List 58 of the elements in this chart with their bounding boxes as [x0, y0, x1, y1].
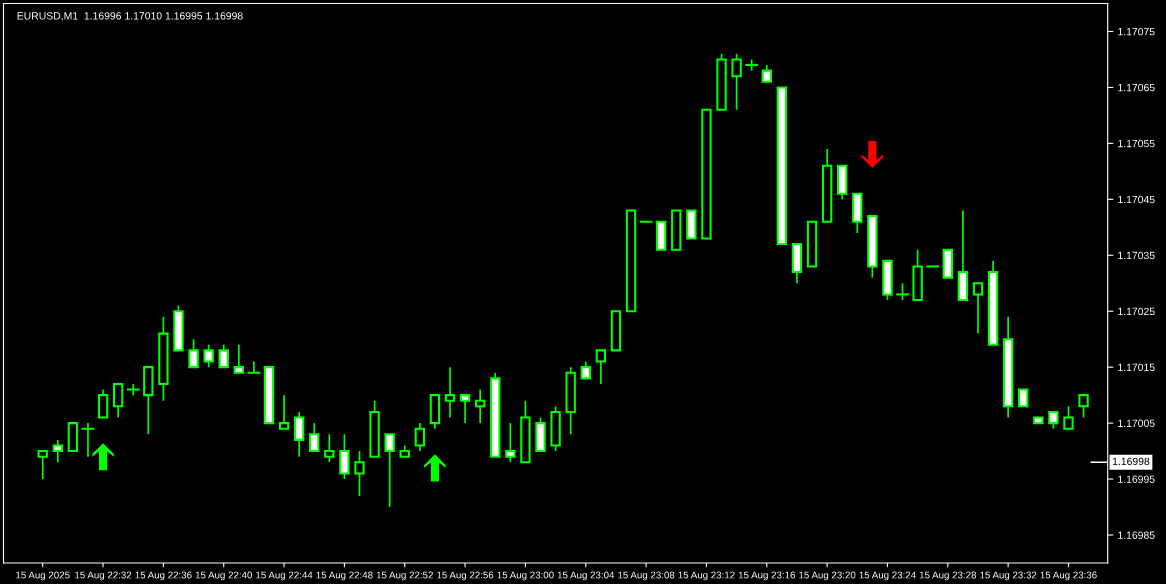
- y-tick-label: 1.17075: [1118, 27, 1155, 36]
- x-tick-label: 15 Aug 23:16: [738, 571, 796, 581]
- candlestick: [384, 433, 395, 508]
- x-tick-label: 15 Aug 2025: [16, 571, 70, 581]
- candlestick: [188, 338, 199, 369]
- y-tick-label: 1.17055: [1118, 139, 1155, 148]
- x-tick-label: 15 Aug 23:36: [1040, 571, 1097, 581]
- y-tick-label: 1.16995: [1118, 475, 1155, 483]
- x-tick-label: 15 Aug 22:48: [316, 571, 373, 581]
- text: EURUSD,M1 1.16996 1.17010 1.16995 1.16998: [17, 12, 243, 21]
- candlestick: [595, 349, 607, 385]
- x-tick-label: 15 Aug 23:20: [799, 571, 856, 581]
- candlestick: [354, 450, 365, 497]
- point: [861, 141, 884, 169]
- x-tick-label: 15 Aug 22:32: [75, 571, 132, 581]
- candlestick: [309, 422, 320, 453]
- x-tick-label: 15 Aug 23:04: [557, 571, 615, 581]
- candlestick: [972, 282, 984, 335]
- candlestick: [1078, 394, 1089, 419]
- candlestick: [97, 388, 109, 419]
- x-tick-label: 15 Aug 23:32: [980, 571, 1037, 581]
- ref-line-label: 1.16998: [1112, 457, 1150, 466]
- candlestick: [459, 394, 471, 424]
- candlestick: [233, 343, 245, 374]
- y-tick-label: 1.17015: [1118, 363, 1155, 372]
- x-tick-label: 15 Aug 23:08: [618, 571, 675, 581]
- y-tick-label: 1.17005: [1118, 419, 1155, 427]
- candlestick: [414, 422, 426, 452]
- x-tick-label: 15 Aug 22:56: [437, 571, 494, 581]
- candlestick: [444, 366, 456, 419]
- x-tick-label: 15 Aug 22:40: [195, 571, 253, 581]
- candlestick: [203, 343, 214, 368]
- candlestick: [505, 422, 516, 464]
- x-tick-label: 15 Aug 22:36: [135, 571, 192, 581]
- point: [424, 454, 446, 482]
- x-tick-label: 15 Aug 23:24: [859, 571, 916, 581]
- x-tick-label: 15 Aug 22:44: [256, 571, 313, 581]
- candlestick: [1063, 405, 1074, 430]
- candlestick: [218, 343, 229, 369]
- candlestick: [37, 450, 48, 480]
- y-tick-label: 1.17065: [1118, 83, 1155, 92]
- point: [92, 443, 114, 471]
- y-tick-label: 1.17025: [1118, 307, 1155, 316]
- y-tick-label: 1.17035: [1118, 251, 1155, 260]
- x-tick-label: 15 Aug 23:28: [919, 571, 977, 581]
- candlestick: [339, 433, 350, 480]
- candlestick: [52, 439, 63, 464]
- y-tick-label: 1.16985: [1118, 531, 1155, 539]
- x-tick-label: 15 Aug 23:00: [497, 571, 554, 581]
- candlestick: [278, 394, 290, 430]
- y-tick-label: 1.17045: [1118, 195, 1155, 204]
- candlestick: [293, 411, 305, 458]
- x-tick-label: 15 Aug 22:52: [376, 571, 433, 581]
- candlestick: [731, 53, 742, 111]
- candlestick: [474, 388, 486, 424]
- candlestick: [324, 433, 335, 464]
- x-tick-label: 15 Aug 23:12: [678, 571, 735, 581]
- candlestick: [112, 382, 124, 419]
